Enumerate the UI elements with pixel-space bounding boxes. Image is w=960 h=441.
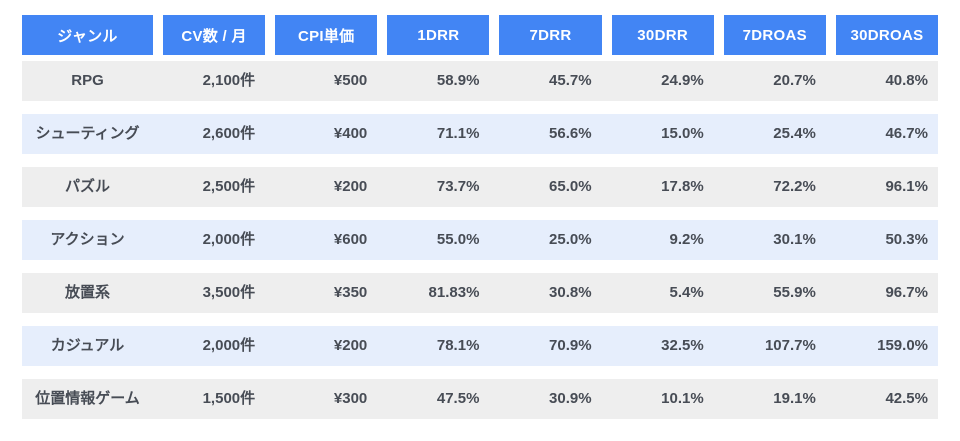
value-cell: 73.7% [436, 178, 480, 195]
value-cell: 96.7% [885, 284, 928, 301]
value-cell: 2,000件 [202, 337, 256, 354]
value-cell: 78.1% [436, 337, 480, 354]
value-cell: ¥200 [333, 337, 368, 354]
value-cell: 30.8% [549, 284, 592, 301]
value-cell: 159.0% [877, 337, 928, 354]
value-cell: 25.0% [549, 231, 592, 248]
table-row: 放置系 3,500件 ¥350 81.83% 30.8% 5.4% 55.9% 96.7% [22, 273, 938, 313]
value-cell: 46.7% [885, 125, 928, 142]
value-cell: 15.0% [661, 125, 704, 142]
value-cell: 9.2% [669, 231, 704, 248]
value-cell: 20.7% [773, 72, 816, 89]
value-cell: 2,500件 [202, 178, 256, 195]
column-header-cv-month: CV数 / 月 [163, 15, 266, 55]
value-cell: ¥300 [333, 390, 368, 407]
value-cell: 30.9% [549, 390, 592, 407]
value-cell: 17.8% [661, 178, 704, 195]
value-cell: 24.9% [661, 72, 704, 89]
value-cell: ¥400 [333, 125, 368, 142]
value-cell: 5.4% [669, 284, 704, 301]
genre-cell: パズル [64, 178, 110, 195]
table-body: RPG 2,100件 ¥500 58.9% 45.7% 24.9% 20.7% 40.8% シュ… [22, 61, 938, 419]
value-cell: 81.83% [428, 284, 480, 301]
genre-cell: RPG [71, 72, 104, 89]
value-cell: 58.9% [436, 72, 480, 89]
column-header-7droas: 7DROAS [723, 15, 826, 55]
value-cell: 45.7% [549, 72, 592, 89]
value-cell: 56.6% [549, 125, 592, 142]
value-cell: ¥500 [333, 72, 368, 89]
value-cell: 55.9% [773, 284, 816, 301]
table-row: 位置情報ゲーム 1,500件 ¥300 47.5% 30.9% 10.1% 19.1% 42.… [22, 379, 938, 419]
value-cell: 19.1% [773, 390, 816, 407]
column-header-cpi: CPI単価 [275, 15, 378, 55]
value-cell: 42.5% [885, 390, 928, 407]
table-row: アクション 2,000件 ¥600 55.0% 25.0% 9.2% 30.1% 50.3% [22, 220, 938, 260]
table-header-row: ジャンル CV数 / 月 CPI単価 1DRR 7DRR 30DRR 7DROA… [22, 15, 938, 55]
value-cell: 40.8% [885, 72, 928, 89]
value-cell: 72.2% [773, 178, 816, 195]
value-cell: 107.7% [764, 337, 816, 354]
genre-cell: カジュアル [50, 337, 125, 354]
genre-cell: シューティング [35, 125, 140, 142]
value-cell: 55.0% [436, 231, 480, 248]
value-cell: 3,500件 [202, 284, 256, 301]
value-cell: 32.5% [661, 337, 704, 354]
table-row: RPG 2,100件 ¥500 58.9% 45.7% 24.9% 20.7% 40.8% [22, 61, 938, 101]
genre-cell: 放置系 [64, 284, 110, 301]
value-cell: ¥600 [333, 231, 368, 248]
value-cell: 71.1% [436, 125, 480, 142]
value-cell: 96.1% [885, 178, 928, 195]
column-header-30drr: 30DRR [611, 15, 714, 55]
value-cell: 30.1% [773, 231, 816, 248]
column-header-7drr: 7DRR [499, 15, 602, 55]
value-cell: 10.1% [661, 390, 704, 407]
table-row: パズル 2,500件 ¥200 73.7% 65.0% 17.8% 72.2% 96.1% [22, 167, 938, 207]
genre-cell: アクション [50, 231, 125, 248]
value-cell: 50.3% [885, 231, 928, 248]
value-cell: 25.4% [773, 125, 816, 142]
value-cell: 2,000件 [202, 231, 256, 248]
value-cell: 65.0% [549, 178, 592, 195]
value-cell: 2,600件 [202, 125, 256, 142]
value-cell: ¥350 [333, 284, 368, 301]
column-header-1drr: 1DRR [387, 15, 490, 55]
table-row: カジュアル 2,000件 ¥200 78.1% 70.9% 32.5% 107.7% 159.… [22, 326, 938, 366]
value-cell: 70.9% [549, 337, 592, 354]
value-cell: 47.5% [436, 390, 480, 407]
table-row: シューティング 2,600件 ¥400 71.1% 56.6% 15.0% 25.4% 46.… [22, 114, 938, 154]
column-header-genre: ジャンル [22, 15, 153, 55]
column-header-30droas: 30DROAS [835, 15, 938, 55]
value-cell: ¥200 [333, 178, 368, 195]
value-cell: 1,500件 [202, 390, 256, 407]
value-cell: 2,100件 [202, 72, 256, 89]
genre-cell: 位置情報ゲーム [35, 390, 140, 407]
